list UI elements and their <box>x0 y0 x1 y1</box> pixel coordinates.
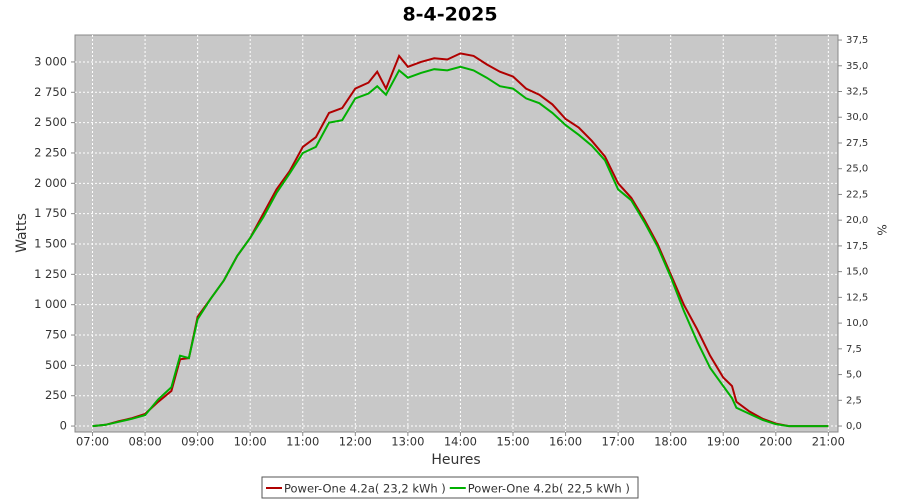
y2-tick-label: 5,0 <box>846 370 862 381</box>
x-tick-label: 08:00 <box>129 435 162 449</box>
x-tick-label: 17:00 <box>602 435 635 449</box>
y-tick-label: 2 000 <box>34 176 67 190</box>
y-tick-label: 750 <box>45 328 67 342</box>
y-tick-label: 1 750 <box>34 206 67 220</box>
legend-label: Power-One 4.2a( 23,2 kWh ) <box>284 482 446 496</box>
series-line <box>92 65 829 428</box>
x-tick-label: 09:00 <box>181 435 214 449</box>
y-tick-label: 2 750 <box>34 85 67 99</box>
x-tick-label: 10:00 <box>234 435 267 449</box>
y2-tick-label: 17,5 <box>846 241 868 252</box>
y-tick-label: 1 250 <box>34 267 67 281</box>
x-tick-label: 18:00 <box>654 435 687 449</box>
y-tick-label: 250 <box>45 388 67 402</box>
y2-tick-label: 30,0 <box>846 112 868 123</box>
y2-tick-label: 15,0 <box>846 267 868 278</box>
y2-tick-label: 10,0 <box>846 318 868 329</box>
y2-tick-label: 37,5 <box>846 35 868 46</box>
x-tick-label: 12:00 <box>339 435 372 449</box>
y2-tick-label: 20,0 <box>846 215 868 226</box>
x-tick-label: 20:00 <box>759 435 792 449</box>
x-tick-label: 13:00 <box>391 435 424 449</box>
x-tick-label: 14:00 <box>444 435 477 449</box>
y-tick-label: 0 <box>60 419 67 433</box>
y-tick-label: 1 500 <box>34 236 67 250</box>
x-tick-label: 11:00 <box>286 435 319 449</box>
x-tick-label: 16:00 <box>549 435 582 449</box>
y2-tick-label: 12,5 <box>846 292 868 303</box>
x-tick-label: 07:00 <box>76 435 109 449</box>
y2-tick-label: 7,5 <box>846 344 862 355</box>
chart-title: 8-4-2025 <box>402 4 497 26</box>
y2-tick-label: 22,5 <box>846 189 868 200</box>
y2-tick-label: 2,5 <box>846 395 862 406</box>
y2-tick-label: 0,0 <box>846 421 862 432</box>
y2-axis-label: % <box>875 224 889 235</box>
y-tick-label: 2 250 <box>34 145 67 159</box>
y-tick-label: 1 000 <box>34 297 67 311</box>
y2-tick-label: 27,5 <box>846 138 868 149</box>
x-axis-label: Heures <box>431 452 480 468</box>
y-axis-label: Watts <box>14 213 30 253</box>
y-tick-label: 500 <box>45 358 67 372</box>
legend-label: Power-One 4.2b( 22,5 kWh ) <box>468 482 630 496</box>
y2-tick-label: 35,0 <box>846 61 868 72</box>
y-tick-label: 2 500 <box>34 115 67 129</box>
y-tick-label: 3 000 <box>34 54 67 68</box>
x-tick-label: 21:00 <box>812 435 845 449</box>
y2-tick-label: 32,5 <box>846 87 868 98</box>
x-tick-label: 15:00 <box>496 435 529 449</box>
x-tick-label: 19:00 <box>707 435 740 449</box>
y2-tick-label: 25,0 <box>846 164 868 175</box>
